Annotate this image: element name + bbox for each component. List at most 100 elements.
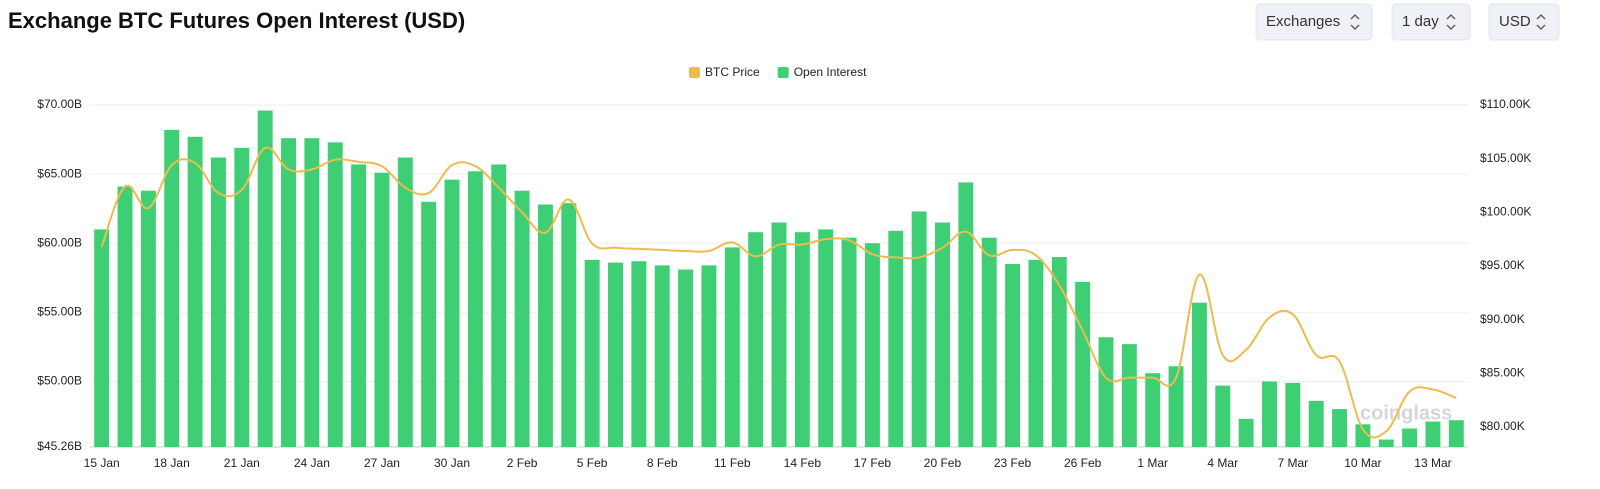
y2-tick-label: $80.00K: [1480, 419, 1525, 433]
bar: [654, 265, 670, 447]
bar: [421, 201, 437, 447]
bar: [981, 237, 997, 447]
bar: [1075, 281, 1091, 447]
x-tick-label: 17 Feb: [854, 456, 892, 470]
bar: [210, 157, 226, 447]
bar: [1028, 259, 1044, 447]
exchanges-button[interactable]: Exchanges: [1255, 3, 1373, 41]
x-tick-label: 24 Jan: [294, 456, 330, 470]
bar: [1005, 263, 1021, 447]
bar: [467, 171, 483, 448]
bar: [444, 179, 460, 447]
x-tick-label: 14 Feb: [784, 456, 822, 470]
bar: [187, 136, 203, 447]
x-tick-label: 21 Jan: [224, 456, 260, 470]
x-tick-label: 7 Mar: [1277, 456, 1308, 470]
y-tick-label: $70.00B: [37, 97, 82, 111]
x-tick-label: 2 Feb: [507, 456, 538, 470]
x-tick-label: 11 Feb: [714, 456, 751, 470]
x-tick-label: 26 Feb: [1064, 456, 1102, 470]
y-tick-label: $55.00B: [37, 305, 82, 319]
bar: [1051, 257, 1067, 447]
x-tick-label: 13 Mar: [1414, 456, 1451, 470]
bar: [958, 182, 974, 448]
bar: [1332, 409, 1348, 447]
x-tick-label: 30 Jan: [434, 456, 470, 470]
watermark: coinglass: [1360, 402, 1452, 424]
bar: [584, 259, 600, 447]
button-label: Exchanges: [1266, 13, 1340, 30]
x-tick-label: 20 Feb: [924, 456, 962, 470]
bar: [771, 222, 787, 447]
y2-tick-label: $105.00K: [1480, 151, 1531, 165]
page-title: Exchange BTC Futures Open Interest (USD): [8, 8, 465, 33]
y-tick-label: $60.00B: [37, 235, 82, 249]
bar-series: [94, 110, 1464, 448]
bar: [94, 229, 110, 447]
x-tick-label: 18 Jan: [154, 456, 190, 470]
bar: [304, 138, 320, 447]
legend-item[interactable]: Open Interest: [777, 65, 867, 79]
bar: [864, 243, 880, 447]
legend-item[interactable]: BTC Price: [689, 65, 760, 79]
x-tick-label: 8 Feb: [647, 456, 678, 470]
x-tick-label: 27 Jan: [364, 456, 400, 470]
bar: [397, 157, 413, 447]
y2-tick-label: $110.00K: [1480, 97, 1531, 111]
button-bg: [1488, 3, 1560, 41]
bar: [935, 222, 950, 447]
legend-swatch: [777, 67, 789, 78]
bar: [1215, 385, 1231, 447]
bar: [1285, 382, 1301, 447]
x-tick-label: 4 Mar: [1207, 456, 1238, 470]
bar: [537, 204, 553, 447]
bar: [164, 129, 180, 447]
bar: [1425, 421, 1441, 447]
bar: [1308, 400, 1324, 447]
bar: [140, 190, 156, 448]
price-line: [100, 146, 1457, 439]
bar: [514, 190, 530, 448]
legend-label: BTC Price: [705, 65, 760, 79]
bar: [491, 164, 507, 447]
x-tick-label: 5 Feb: [577, 456, 608, 470]
bar: [1378, 439, 1394, 447]
bar: [631, 261, 647, 447]
y2-tick-label: $85.00K: [1480, 366, 1525, 380]
button-bg: [1391, 3, 1471, 41]
bar: [327, 142, 343, 448]
bar: [257, 110, 273, 447]
button-bg: [1255, 3, 1373, 41]
button-label: 1 day: [1402, 13, 1439, 30]
bar: [351, 164, 367, 447]
y-tick-label: $50.00B: [37, 374, 82, 388]
interval-button[interactable]: 1 day: [1391, 3, 1471, 41]
chevron: [1350, 14, 1360, 30]
x-tick-label: 23 Feb: [994, 456, 1032, 470]
y-tick-label: $65.00B: [37, 166, 82, 180]
x-tick-label: 15 Jan: [84, 456, 120, 470]
bar: [1355, 424, 1371, 447]
chevron: [1536, 14, 1546, 30]
bar: [1238, 418, 1254, 447]
bar: [1168, 366, 1184, 447]
bar: [911, 211, 927, 447]
bar: [841, 237, 857, 447]
bar: [678, 269, 694, 447]
bar: [794, 232, 810, 447]
currency-button[interactable]: USD: [1488, 3, 1560, 41]
bar: [561, 203, 577, 447]
bar: [1262, 381, 1277, 447]
legend-swatch: [689, 67, 700, 78]
x-tick-label: 1 Mar: [1137, 456, 1168, 470]
bar: [1402, 428, 1418, 447]
bar: [1191, 302, 1207, 447]
legend-label: Open Interest: [794, 65, 867, 79]
bar: [608, 262, 623, 447]
bar: [1145, 373, 1161, 447]
y2-tick-label: $100.00K: [1480, 205, 1531, 219]
bar: [888, 230, 904, 447]
bar: [748, 232, 764, 447]
bar: [234, 147, 250, 447]
